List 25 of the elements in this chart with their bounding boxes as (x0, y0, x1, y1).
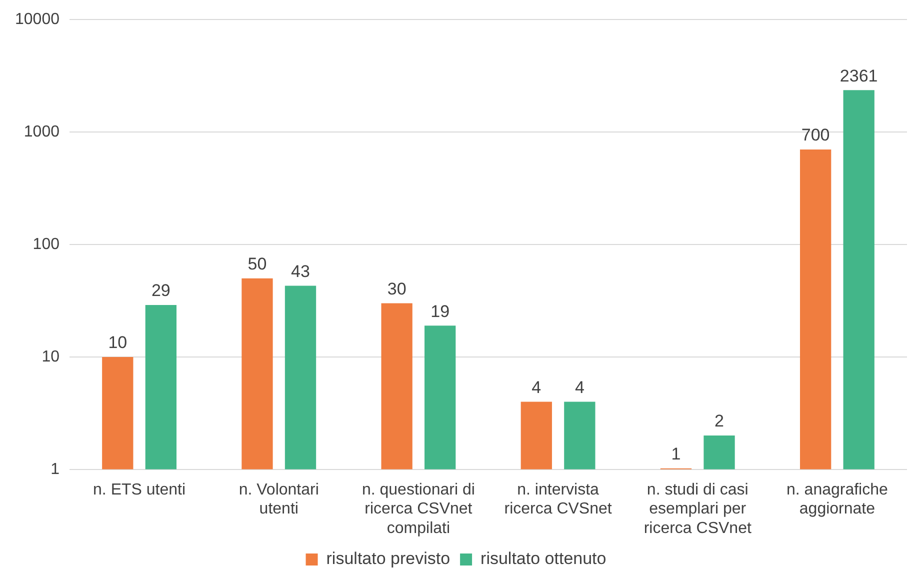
data-label: 2361 (840, 66, 878, 86)
x-tick-label: n. Volontari utenti (238, 481, 319, 518)
data-label: 50 (248, 254, 267, 274)
legend-label: risultato previsto (326, 549, 450, 568)
x-tick-label: n. intervista ricerca CVSnet (504, 481, 612, 518)
x-tick-label: n. questionari di ricerca CSVnet compilati (362, 481, 475, 537)
legend-label: risultato ottenuto (480, 549, 606, 568)
y-tick-label: 1000 (24, 123, 60, 140)
y-tick-label: 1 (50, 460, 60, 478)
data-label: 19 (430, 302, 450, 321)
x-tick-label: n. anagrafiche aggiornate (786, 481, 888, 518)
x-tick-label: n. ETS utenti (93, 481, 186, 498)
data-label: 29 (151, 281, 170, 300)
data-label: 30 (387, 279, 406, 298)
data-label: 4 (574, 378, 584, 397)
data-label: 10 (108, 333, 128, 352)
y-tick-label: 10 (42, 348, 60, 366)
data-label: 43 (291, 262, 310, 281)
data-label: 4 (532, 378, 542, 397)
y-tick-label: 10000 (14, 11, 60, 28)
y-tick-label: 100 (32, 236, 60, 253)
data-label: 2 (714, 412, 724, 431)
x-tick-label: n. studi di casi esemplari per ricerca CSVnet (644, 481, 752, 537)
data-label: 1 (671, 444, 681, 464)
data-label: 700 (801, 126, 830, 145)
